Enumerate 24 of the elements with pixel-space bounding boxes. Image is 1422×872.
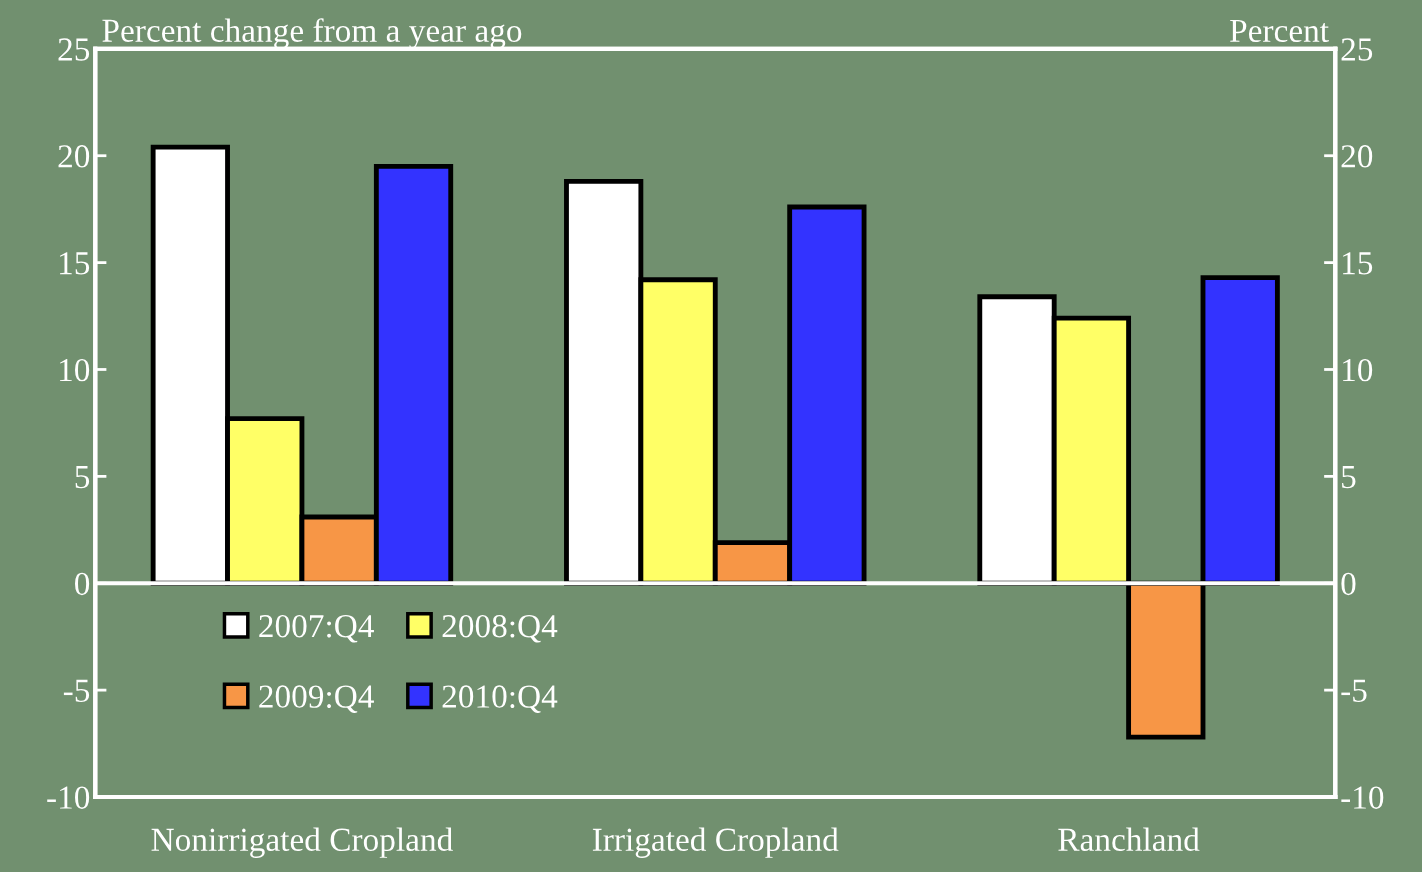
y-tick-label: 15 bbox=[60, 252, 90, 275]
y2-axis-title: Percent bbox=[1230, 19, 1329, 43]
y2-tick-label: -10 bbox=[1341, 786, 1384, 809]
legend-label: 2009:Q4 bbox=[259, 685, 374, 713]
y2-tick-label: 15 bbox=[1343, 252, 1373, 275]
y2-tick-label: 20 bbox=[1341, 145, 1373, 168]
x-tick-label: Ranchland bbox=[1058, 827, 1200, 852]
y2-tick-label: 5 bbox=[1342, 466, 1356, 489]
y-tick-label: 20 bbox=[58, 145, 90, 168]
x-tick-label: Irrigated Cropland bbox=[592, 827, 839, 858]
x-tick-label: Nonirrigated Cropland bbox=[151, 827, 453, 858]
legend-label: 2007:Q4 bbox=[259, 614, 374, 643]
y2-tick-label: 25 bbox=[1341, 38, 1373, 61]
y2-tick-label: 0 bbox=[1341, 572, 1356, 596]
y-tick-label: 5 bbox=[75, 466, 90, 489]
y-tick-label: -5 bbox=[63, 679, 90, 703]
y-tick-label: 0 bbox=[75, 572, 90, 596]
y-tick-label: -10 bbox=[47, 786, 90, 809]
y-tick-label: 25 bbox=[58, 38, 90, 61]
legend-label: 2010:Q4 bbox=[442, 685, 558, 713]
y2-tick-label: -5 bbox=[1341, 679, 1367, 703]
y2-tick-label: 10 bbox=[1343, 358, 1373, 382]
legend-label: 2008:Q4 bbox=[442, 614, 558, 643]
y-tick-label: 10 bbox=[60, 358, 90, 382]
